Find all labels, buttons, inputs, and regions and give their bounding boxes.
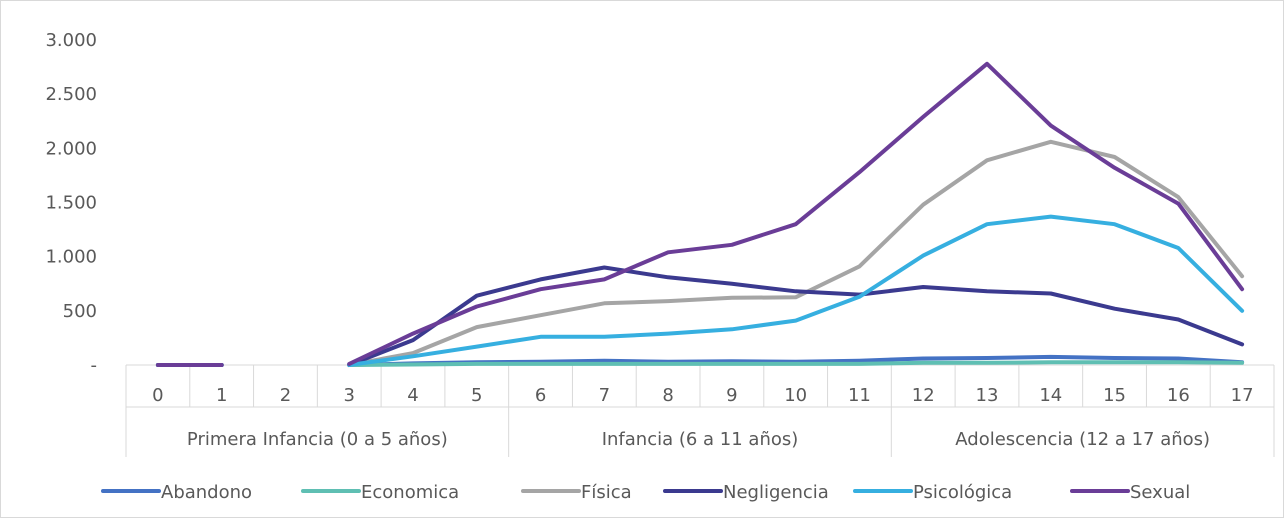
group-label: Primera Infancia (0 a 5 años) <box>187 429 448 450</box>
x-tick-label: 3 <box>343 385 354 406</box>
x-tick-label: 6 <box>535 385 546 406</box>
series-line-economica <box>347 360 1245 367</box>
y-tick-label: 500 <box>63 301 97 322</box>
legend-label: Sexual <box>1130 482 1190 503</box>
legend: Abandono Economica Física Negligencia Psicol… <box>101 482 1190 503</box>
group-label: Adolescencia (12 a 17 años) <box>955 429 1210 450</box>
x-tick-label: 1 <box>216 385 227 406</box>
y-tick-label: 3.000 <box>45 30 97 51</box>
x-tick-label: 8 <box>662 385 673 406</box>
series-line-negligencia <box>347 265 1245 367</box>
y-tick-label: - <box>91 355 98 376</box>
x-tick-label: 7 <box>599 385 610 406</box>
y-tick-label: 1.000 <box>45 247 97 268</box>
x-tick-label: 12 <box>912 385 935 406</box>
x-tick-label: 15 <box>1103 385 1126 406</box>
series-line-física <box>347 139 1245 367</box>
x-tick-label: 10 <box>784 385 807 406</box>
x-tick-label: 14 <box>1039 385 1062 406</box>
x-tick-label: 0 <box>152 385 163 406</box>
legend-label: Negligencia <box>723 482 829 503</box>
series-lines <box>155 61 1245 367</box>
legend-label: Física <box>581 482 632 503</box>
legend-label: Psicológica <box>913 482 1012 503</box>
series-line-psicológica <box>347 214 1245 367</box>
x-tick-label: 9 <box>726 385 737 406</box>
x-tick-label: 16 <box>1167 385 1190 406</box>
legend-label: Abandono <box>161 482 252 503</box>
y-tick-label: 2.000 <box>45 138 97 159</box>
y-tick-label: 2.500 <box>45 84 97 105</box>
x-tick-label: 13 <box>976 385 999 406</box>
group-label: Infancia (6 a 11 años) <box>602 429 799 450</box>
x-tick-label: 11 <box>848 385 871 406</box>
y-axis-ticks: - 500 1.000 1.500 2.000 2.500 3.000 <box>45 30 97 376</box>
legend-label: Economica <box>361 482 459 503</box>
x-tick-label: 17 <box>1231 385 1254 406</box>
x-axis-tick-labels: 0 1 2 3 4 5 6 7 8 9 10 11 12 13 14 15 16 17 <box>152 385 1253 406</box>
x-tick-label: 2 <box>280 385 291 406</box>
series-line-sexual <box>347 61 1245 366</box>
x-axis-group-labels: Primera Infancia (0 a 5 años) Infancia (6… <box>187 429 1210 450</box>
x-tick-label: 4 <box>407 385 418 406</box>
y-tick-label: 1.500 <box>45 193 97 214</box>
x-tick-label: 5 <box>471 385 482 406</box>
